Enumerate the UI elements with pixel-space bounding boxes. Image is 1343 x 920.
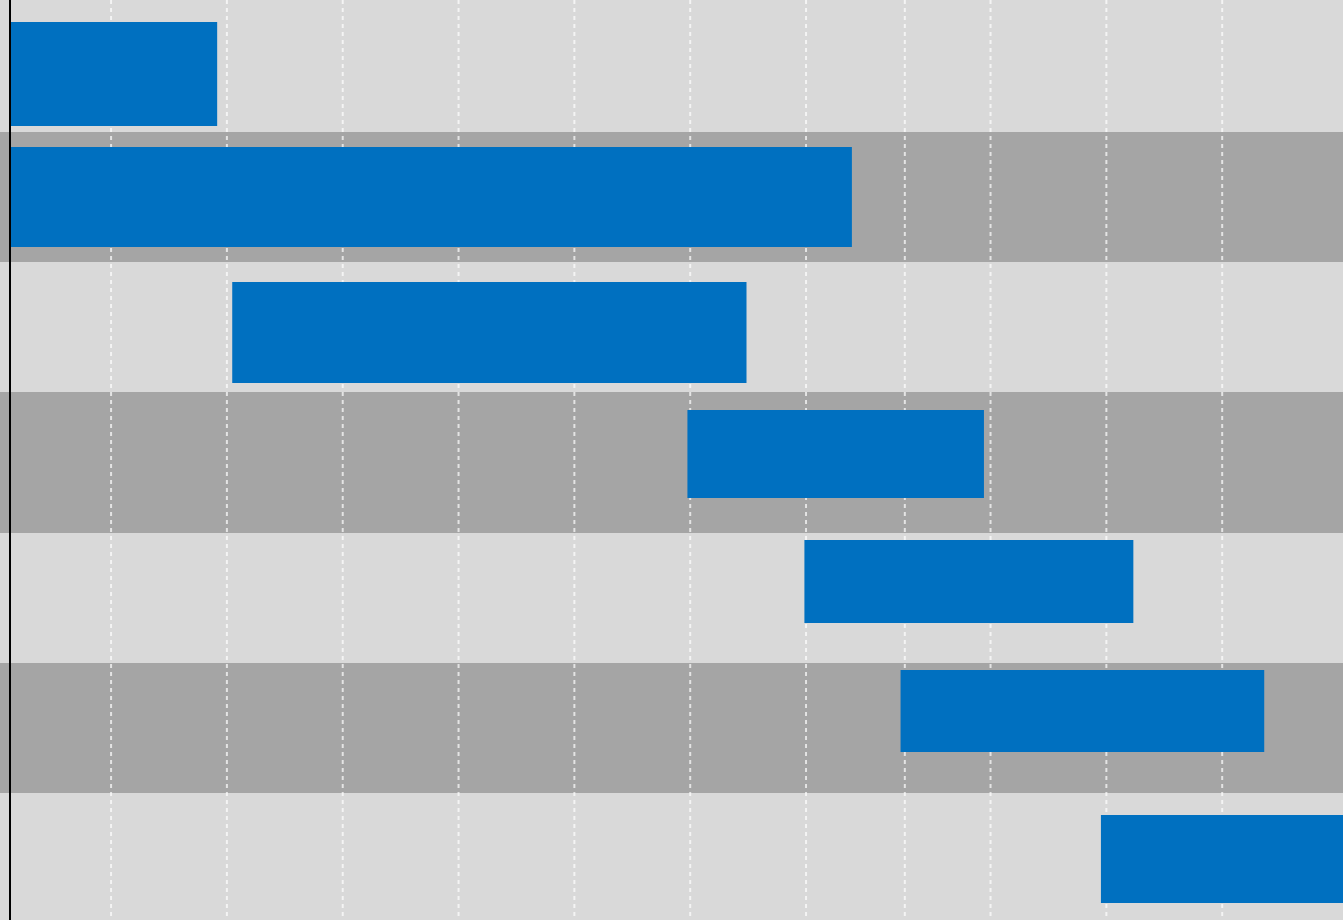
task-bar — [804, 540, 1134, 623]
task-bar — [11, 22, 218, 126]
row-band — [0, 392, 1343, 533]
task-bar — [1100, 815, 1343, 903]
row-band — [0, 533, 1343, 663]
task-bars — [11, 22, 1343, 903]
task-bar — [900, 670, 1265, 752]
row-band — [0, 0, 1343, 132]
task-bar — [232, 282, 747, 383]
task-bar — [687, 410, 984, 498]
task-bar — [11, 147, 852, 247]
